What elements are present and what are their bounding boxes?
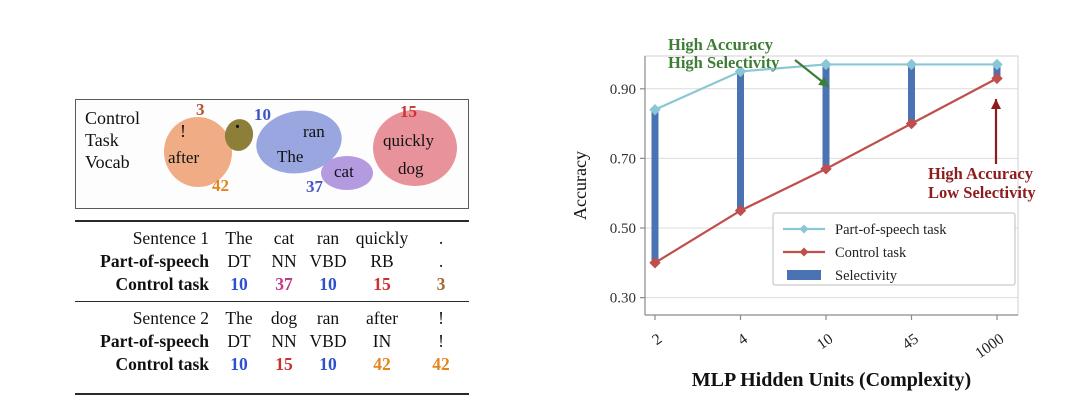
table-cell: 37 bbox=[275, 274, 293, 294]
table-cell: NN bbox=[271, 331, 297, 351]
svg-text:10: 10 bbox=[814, 330, 837, 353]
table-cell: ! bbox=[438, 331, 444, 351]
table-cell: 3 bbox=[436, 274, 446, 294]
legend: Part-of-speech task Control task Selectivi… bbox=[772, 212, 1016, 286]
table-cell: ! bbox=[438, 308, 444, 328]
svg-text:Selectivity: Selectivity bbox=[835, 268, 898, 284]
table-cell: VBD bbox=[309, 251, 347, 271]
table-cell: 10 bbox=[230, 354, 248, 374]
vocab-label-37: 37 bbox=[306, 177, 323, 196]
svg-text:0.50: 0.50 bbox=[610, 221, 636, 237]
annotation-arrowhead bbox=[991, 99, 1001, 109]
vocab-label-15: 15 bbox=[400, 102, 417, 121]
table-row: Part-of-speech DT NN VBD IN! bbox=[75, 330, 469, 353]
row-label: Control task bbox=[115, 274, 209, 294]
vocab-word-ran: ran bbox=[303, 122, 325, 141]
vocab-ellipse-pink bbox=[373, 110, 457, 186]
table-cell: ran bbox=[316, 228, 340, 248]
accuracy-chart: 0.30 0.50 0.70 0.90 2 4 10 45 1000 Part-of-speech… bbox=[540, 0, 1080, 416]
x-axis-title: MLP Hidden Units (Complexity) bbox=[692, 369, 971, 391]
table-cell: The bbox=[225, 308, 253, 328]
vocab-word-after: after bbox=[168, 148, 200, 167]
vocab-word-exclaim: ! bbox=[180, 121, 186, 141]
svg-text:Control task: Control task bbox=[835, 245, 907, 261]
table-cell: VBD bbox=[309, 331, 347, 351]
svg-text:Part-of-speech task: Part-of-speech task bbox=[835, 222, 947, 238]
x-axis-labels: 2 4 10 45 1000 bbox=[649, 315, 1007, 362]
svg-text:0.30: 0.30 bbox=[610, 291, 636, 307]
row-label: Part-of-speech bbox=[100, 251, 209, 271]
selectivity-bars bbox=[651, 64, 1001, 263]
table-cell: quickly bbox=[355, 228, 409, 248]
table-cell: ran bbox=[316, 308, 340, 328]
table-row: Sentence 1 The cat ran quickly. bbox=[75, 227, 469, 250]
vocab-label-42: 42 bbox=[212, 176, 229, 195]
svg-text:4: 4 bbox=[735, 330, 751, 349]
accuracy-chart-svg: 0.30 0.50 0.70 0.90 2 4 10 45 1000 Part-of-speech… bbox=[570, 35, 1036, 391]
table-cell: The bbox=[225, 228, 253, 248]
table-block: Sentence 2 The dog ran after! Part-of-speech D… bbox=[75, 302, 469, 379]
table-cell: 42 bbox=[373, 354, 391, 374]
control-task-table: Sentence 1 The cat ran quickly. Part-of-speec… bbox=[75, 220, 469, 395]
table-row: Part-of-speech DT NN VBD RB. bbox=[75, 250, 469, 273]
svg-text:High Accuracy: High Accuracy bbox=[668, 35, 774, 54]
vocab-title-line-1: Control bbox=[85, 108, 141, 128]
table-cell: . bbox=[438, 228, 444, 248]
row-label: Control task bbox=[115, 354, 209, 374]
table-cell: 15 bbox=[275, 354, 293, 374]
svg-text:0.90: 0.90 bbox=[610, 82, 636, 98]
table-cell: after bbox=[365, 308, 399, 328]
table-cell: . bbox=[438, 251, 444, 271]
vocab-title-line-3: Vocab bbox=[85, 152, 130, 172]
y-axis-labels: 0.30 0.50 0.70 0.90 bbox=[610, 82, 645, 307]
table-cell: dog bbox=[270, 308, 298, 328]
table-cell: 15 bbox=[373, 274, 391, 294]
vocab-word-cat: cat bbox=[334, 162, 354, 181]
vocab-title: Control Task Vocab bbox=[85, 107, 140, 173]
table-row: Control task 10 37 10 15 3 bbox=[75, 273, 469, 296]
svg-text:2: 2 bbox=[649, 330, 665, 348]
row-label: Sentence 1 bbox=[132, 228, 209, 248]
table-row: Sentence 2 The dog ran after! bbox=[75, 307, 469, 330]
svg-text:0.70: 0.70 bbox=[610, 151, 636, 167]
svg-text:45: 45 bbox=[899, 330, 922, 353]
annotation-arrowhead bbox=[818, 76, 829, 87]
vocab-word-period: . bbox=[235, 111, 240, 133]
vocab-word-dog: dog bbox=[398, 159, 424, 178]
svg-text:High Selectivity: High Selectivity bbox=[668, 53, 780, 72]
table-cell: 42 bbox=[432, 354, 450, 374]
table-cell: 10 bbox=[319, 354, 337, 374]
control-task-vocab-box: Control Task Vocab 3 10 15 37 42 ! after… bbox=[75, 99, 469, 209]
table-cell: cat bbox=[273, 228, 295, 248]
table-cell: 10 bbox=[230, 274, 248, 294]
pos-task-line bbox=[649, 58, 1003, 116]
axis-titles: Accuracy MLP Hidden Units (Complexity) bbox=[570, 151, 971, 391]
vocab-word-the: The bbox=[277, 147, 304, 166]
table-cell: RB bbox=[370, 251, 394, 271]
control-task-line bbox=[649, 72, 1003, 269]
y-axis-title: Accuracy bbox=[570, 151, 590, 220]
vocab-label-3: 3 bbox=[196, 100, 205, 119]
axes-spines bbox=[644, 56, 1018, 316]
svg-text:Low Selectivity: Low Selectivity bbox=[928, 183, 1036, 202]
vocab-title-line-2: Task bbox=[85, 130, 119, 150]
table-cell: 10 bbox=[319, 274, 337, 294]
vocab-ellipse-purple bbox=[321, 156, 373, 190]
svg-text:1000: 1000 bbox=[972, 330, 1007, 362]
table-cell: DT bbox=[227, 331, 251, 351]
table-row: Control task 10 15 10 42 42 bbox=[75, 353, 469, 376]
vocab-word-quickly: quickly bbox=[383, 131, 434, 150]
table-block: Sentence 1 The cat ran quickly. Part-of-speec… bbox=[75, 224, 469, 302]
table-cell: NN bbox=[271, 251, 297, 271]
vocab-label-10: 10 bbox=[254, 105, 271, 124]
table-cell: DT bbox=[227, 251, 251, 271]
svg-text:High Accuracy: High Accuracy bbox=[928, 164, 1034, 183]
row-label: Part-of-speech bbox=[100, 331, 209, 351]
row-label: Sentence 2 bbox=[132, 308, 209, 328]
table-cell: IN bbox=[372, 331, 392, 351]
